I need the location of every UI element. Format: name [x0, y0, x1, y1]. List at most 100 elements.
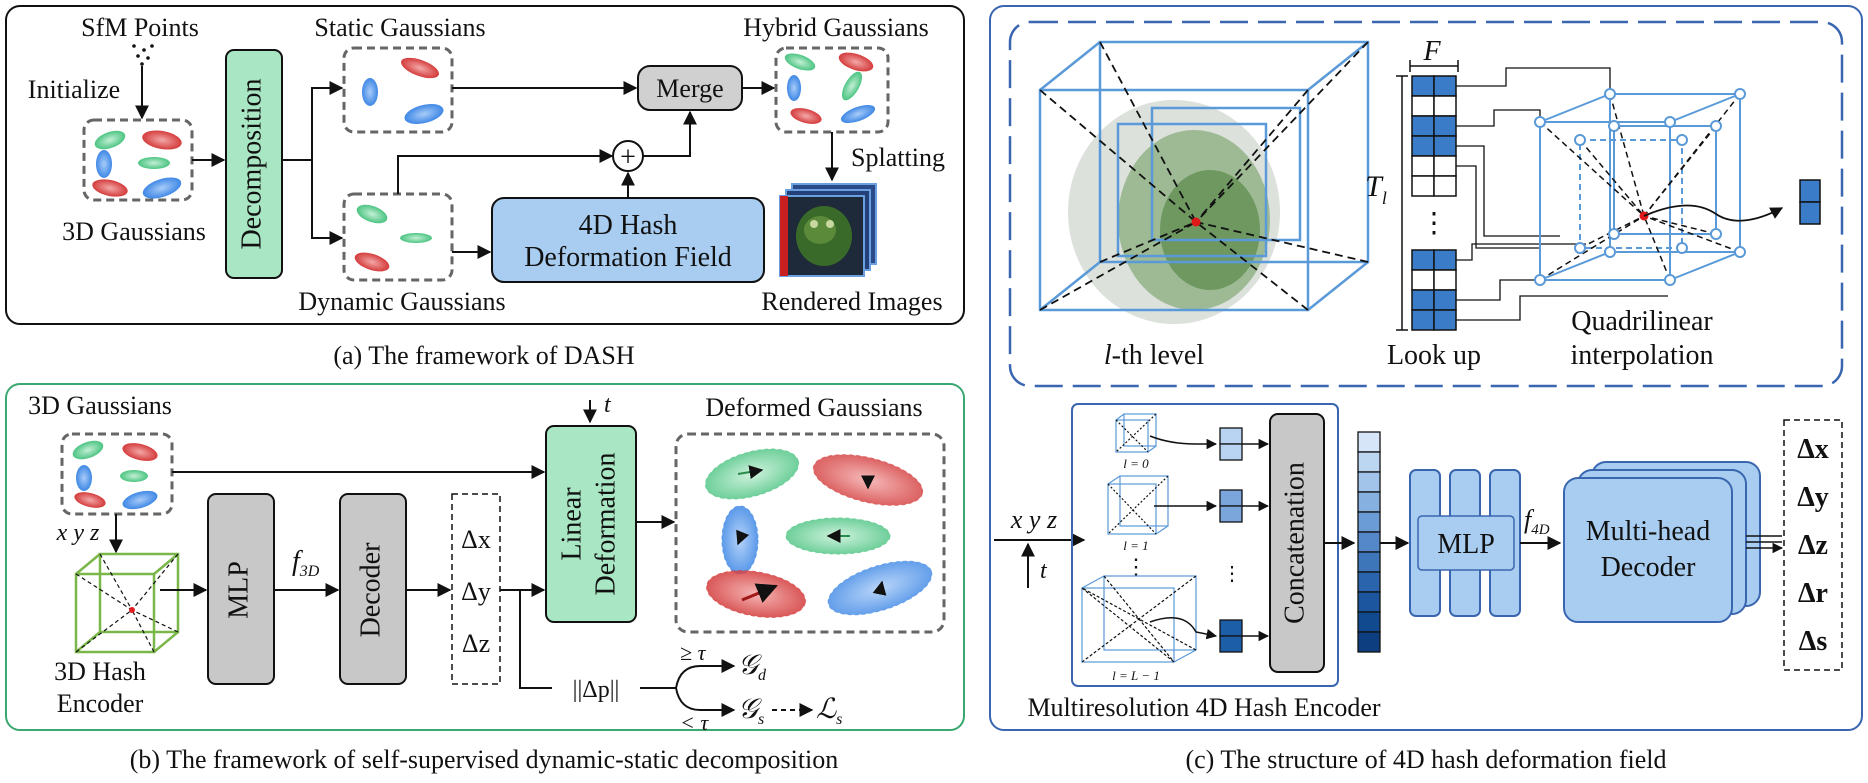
b-ge-branch	[675, 659, 736, 689]
decomposition-box	[225, 49, 283, 279]
b-mlp-label: MLP	[223, 561, 254, 619]
hybrid-gaussians-icons	[784, 52, 876, 124]
c-output-dr: Δr	[1798, 578, 1828, 609]
b-linear-deformation-box	[545, 425, 637, 623]
rendered-images-stack	[779, 183, 877, 277]
c-output-dz: Δz	[1798, 530, 1828, 561]
c-encoder-frame	[1071, 403, 1339, 687]
c-quad-dashes	[1539, 93, 1741, 281]
to-dynamic-arrow	[311, 160, 344, 245]
b-gd-label: 𝒢d	[738, 650, 767, 684]
gaussians-3d-icons	[92, 130, 182, 199]
b-dy-label: Δy	[461, 577, 491, 606]
panel-a-frame	[5, 5, 965, 325]
panel-c-frame	[989, 5, 1863, 731]
c-level0-arrow	[1149, 435, 1218, 450]
b-hash-cube	[74, 552, 180, 654]
c-decoder-line2: Decoder	[1601, 552, 1697, 583]
b-xyz-label: x y z	[56, 520, 100, 546]
b-hash-encoder-line2: Encoder	[57, 689, 144, 718]
static-gaussians-label: Static Gaussians	[314, 13, 485, 42]
c-output-ds: Δs	[1799, 626, 1828, 657]
b-dz-label: Δz	[462, 629, 490, 658]
c-concat-feature	[1357, 431, 1381, 653]
c-encoder-label: Multiresolution 4D Hash Encoder	[1027, 693, 1380, 722]
c-level-label: l-th level	[1104, 340, 1205, 371]
b-gaussians-3d-label: 3D Gaussians	[28, 391, 172, 420]
c-decoder-out-arrows	[1746, 535, 1784, 554]
b-hash-cube-point	[129, 607, 135, 613]
b-linear-line2: Deformation	[590, 452, 621, 595]
c-output-dy: Δy	[1797, 482, 1829, 513]
b-norm-label: ||Δp||	[573, 677, 620, 703]
c-hash-table-top	[1411, 75, 1457, 197]
c-level1-label: l = 1	[1123, 538, 1148, 553]
b-deformed-box	[674, 432, 946, 634]
c-quad-line2: interpolation	[1570, 340, 1713, 371]
b-deformed-icons	[704, 448, 933, 618]
c-quad-vertices	[1534, 88, 1746, 286]
b-gs-label: 𝒢s	[738, 694, 764, 728]
c-level-cube	[1038, 40, 1370, 324]
c-t-label: t	[1040, 558, 1048, 584]
c-outputs-box	[1783, 419, 1843, 671]
splatting-label: Splatting	[851, 143, 945, 172]
b-linear-line1: Linear	[556, 487, 587, 561]
b-gaussians-icons	[72, 440, 158, 510]
plus-label: +	[620, 142, 636, 173]
panel-c-top-frame	[1008, 20, 1844, 388]
caption-b: (b) The framework of self-supervised dyn…	[130, 745, 839, 774]
c-level0-label: l = 0	[1123, 456, 1149, 471]
b-lt-branch	[675, 687, 736, 717]
dynamic-gaussians-label: Dynamic Gaussians	[298, 287, 505, 316]
c-quad-output-feature	[1799, 179, 1821, 225]
b-f3d-label: f3D	[292, 546, 320, 580]
c-F-label: F	[1422, 36, 1441, 67]
c-encoder-level1-cube	[1107, 475, 1169, 535]
c-concatenation-label: Concatenation	[1279, 462, 1310, 624]
dynamic-to-plus-arrow	[397, 149, 614, 194]
c-xyz-label: x y z	[1010, 505, 1057, 534]
panel-c: l-th level F Tl ⋮ Look up	[989, 5, 1863, 731]
b-decoder-label: Decoder	[355, 542, 386, 638]
c-output-dx: Δx	[1797, 434, 1829, 465]
caption-c: (c) The structure of 4D hash deformation…	[1185, 745, 1666, 774]
c-decoder-line1: Multi-head	[1586, 516, 1710, 547]
c-features-dots: ⋮	[1222, 563, 1242, 585]
b-deformed-label: Deformed Gaussians	[705, 393, 922, 422]
caption-a: (a) The framework of DASH	[333, 341, 635, 370]
hybrid-gaussians-label: Hybrid Gaussians	[743, 13, 929, 42]
b-hash-cube-inner	[75, 553, 179, 653]
panel-a: SfM Points Initialize 3D Gaussians Decom…	[5, 5, 965, 325]
initialize-label: Initialize	[28, 75, 120, 104]
c-table-ellipsis: ⋮	[1420, 208, 1448, 239]
c-mlp-box	[1417, 515, 1515, 571]
b-ls-label: ℒs	[816, 694, 842, 728]
c-levelL-arrow	[1149, 617, 1218, 640]
c-encoder-levelL-cube	[1081, 575, 1197, 663]
c-encoder-dots: ⋮	[1125, 554, 1147, 579]
c-T-label: Tl	[1365, 170, 1387, 208]
c-decoder-stack	[1563, 461, 1761, 623]
b-hash-encoder-line1: 3D Hash	[54, 657, 146, 686]
merge-label: Merge	[656, 74, 723, 103]
hybrid-gaussians-box	[774, 46, 890, 134]
c-mlp-label: MLP	[1437, 529, 1495, 560]
c-f4d-label: f4D	[1524, 505, 1550, 538]
sfm-points-label: SfM Points	[81, 13, 199, 42]
rendered-images-label: Rendered Images	[761, 287, 942, 316]
panel-b-frame	[5, 383, 965, 731]
c-quad-cube	[1539, 93, 1741, 281]
c-level-features	[1219, 427, 1243, 653]
panel-b: 3D Gaussians x y z 3D Hash Enco	[5, 383, 965, 735]
b-delta-to-norm-line	[519, 590, 552, 689]
hash-deformation-line2: Deformation Field	[524, 242, 732, 273]
to-static-arrow	[282, 81, 344, 161]
dynamic-gaussians-icons	[354, 204, 432, 272]
hash-deformation-line1: 4D Hash	[579, 210, 678, 241]
b-dx-label: Δx	[461, 525, 491, 554]
c-encoder-level0-cube	[1115, 413, 1157, 453]
static-gaussians-box	[342, 46, 454, 134]
b-t-label: t	[604, 392, 612, 418]
c-look-up-label: Look up	[1387, 340, 1481, 371]
